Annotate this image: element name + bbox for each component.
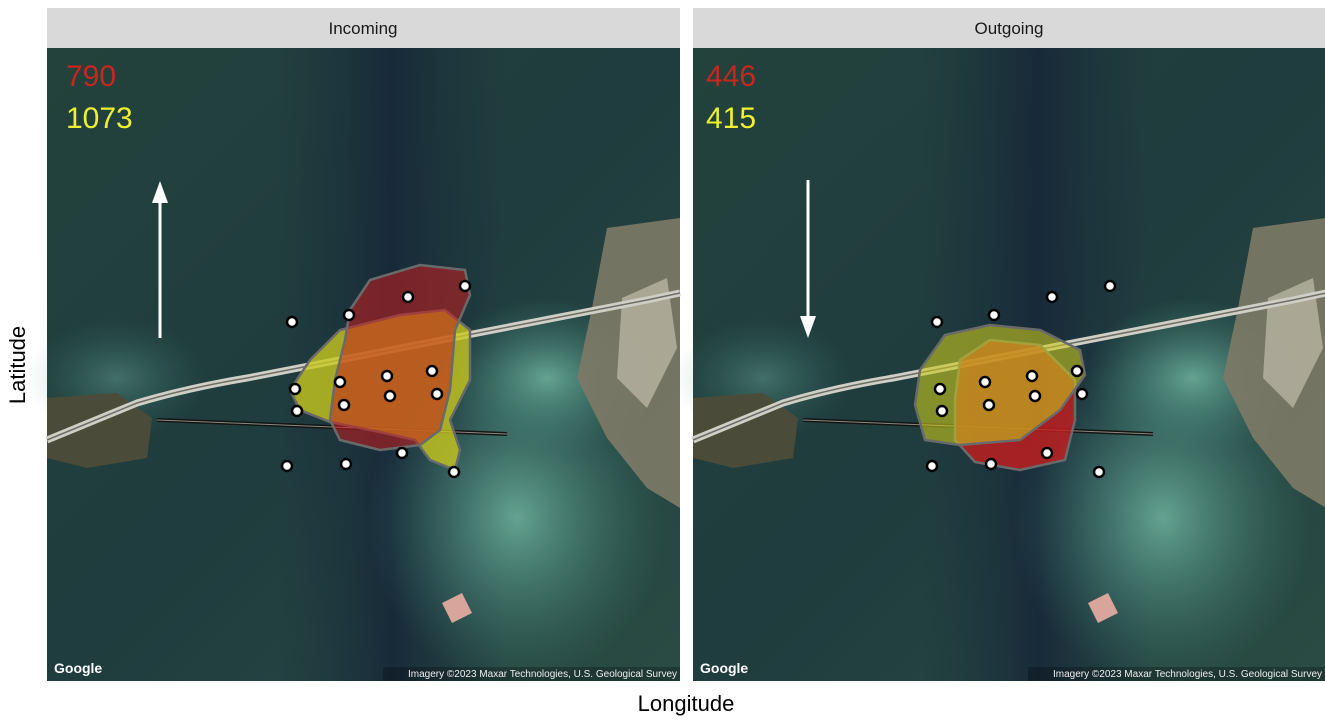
y-axis-label: Latitude	[5, 326, 30, 404]
strip-title: Outgoing	[975, 19, 1044, 38]
attribution-bg	[1028, 667, 1325, 681]
yellow-range	[913, 323, 1087, 447]
strip-title: Incoming	[329, 19, 398, 38]
yellow-count: 1073	[66, 102, 133, 135]
receivers	[925, 279, 1117, 479]
red-count: 790	[66, 60, 116, 93]
google-logo: Google	[700, 660, 748, 676]
attribution: Imagery ©2023 Maxar Technologies, U.S. G…	[408, 669, 677, 680]
google-logo: Google	[54, 660, 102, 676]
x-axis-label: Longitude	[638, 691, 735, 716]
receivers	[280, 279, 472, 479]
strip	[47, 8, 680, 48]
strip	[693, 8, 1325, 48]
direction-arrow	[800, 180, 816, 338]
attribution-bg	[383, 667, 680, 681]
attribution: Imagery ©2023 Maxar Technologies, U.S. G…	[1053, 669, 1322, 680]
direction-arrow	[152, 181, 168, 338]
red-count: 446	[706, 60, 756, 93]
red-range	[328, 263, 472, 452]
yellow-count: 415	[706, 102, 756, 135]
